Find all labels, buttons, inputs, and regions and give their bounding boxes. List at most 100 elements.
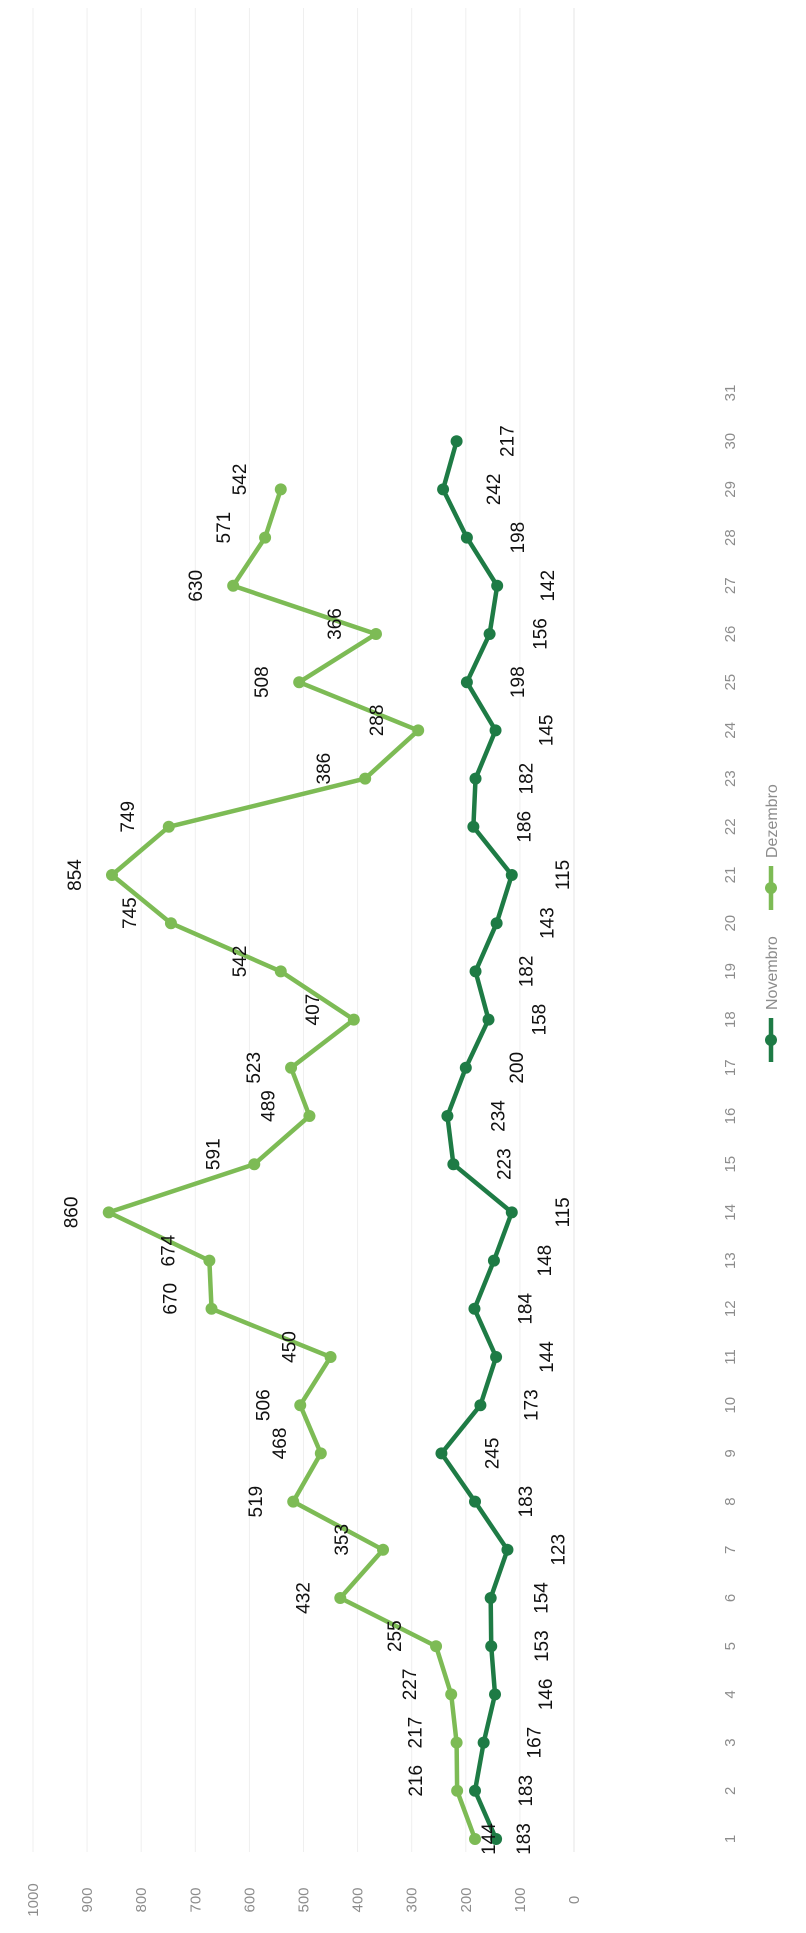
- data-label-dezembro: 674: [158, 1234, 179, 1266]
- data-point-dezembro: [203, 1254, 216, 1267]
- data-point-dezembro: [293, 676, 306, 689]
- data-point-novembro: [487, 1254, 500, 1267]
- data-label-novembro: 154: [532, 1582, 553, 1614]
- data-point-novembro: [482, 1013, 495, 1026]
- data-point-novembro: [490, 1351, 503, 1363]
- data-label-dezembro: 749: [118, 801, 139, 833]
- data-label-dezembro: 571: [214, 512, 235, 544]
- value-tick-label: 400: [350, 1887, 367, 1912]
- data-label-dezembro: 489: [258, 1090, 279, 1122]
- data-point-novembro: [485, 1640, 498, 1653]
- data-label-dezembro: 542: [230, 946, 251, 978]
- data-label-dezembro: 745: [120, 897, 141, 929]
- category-tick-label: 22: [722, 818, 739, 835]
- data-point-novembro: [469, 965, 482, 978]
- category-tick-label: 18: [722, 1011, 739, 1028]
- data-point-dezembro: [347, 1013, 360, 1026]
- value-tick-label: 600: [241, 1887, 258, 1912]
- category-tick-label: 4: [722, 1690, 739, 1698]
- series-line-novembro: [439, 438, 515, 1842]
- data-label-novembro: 198: [508, 522, 529, 554]
- data-point-novembro: [467, 820, 480, 833]
- category-tick-label: 28: [722, 529, 739, 546]
- data-point-novembro: [460, 531, 473, 544]
- data-point-novembro: [490, 917, 503, 930]
- data-label-dezembro: 432: [293, 1582, 314, 1614]
- data-point-novembro: [505, 1206, 518, 1219]
- data-label-dezembro: 183: [514, 1823, 535, 1855]
- data-point-novembro: [483, 628, 496, 640]
- data-point-dezembro: [294, 1399, 307, 1412]
- data-point-novembro: [489, 1688, 502, 1701]
- series-line-dezembro: [106, 487, 478, 1842]
- data-label-novembro: 245: [482, 1438, 503, 1470]
- data-point-dezembro: [450, 1736, 463, 1749]
- data-point-dezembro: [287, 1495, 300, 1508]
- data-point-dezembro: [303, 1110, 316, 1122]
- category-tick-label: 3: [722, 1738, 739, 1746]
- category-tick-label: 5: [722, 1642, 739, 1650]
- data-label-dezembro: 288: [367, 705, 388, 737]
- data-label-dezembro: 217: [406, 1717, 427, 1749]
- data-label-novembro: 182: [517, 956, 538, 988]
- category-axis-ticks: 1234567891011121314151617181920212223242…: [722, 385, 739, 1844]
- category-tick-label: 10: [722, 1397, 739, 1414]
- data-point-novembro: [441, 1110, 454, 1122]
- category-tick-label: 7: [722, 1546, 739, 1554]
- data-point-dezembro: [248, 1158, 261, 1171]
- data-label-novembro: 173: [521, 1389, 542, 1421]
- data-point-dezembro: [334, 1592, 347, 1604]
- data-point-novembro: [491, 579, 504, 592]
- data-label-novembro: 234: [488, 1100, 509, 1132]
- data-label-novembro: 217: [498, 425, 519, 457]
- data-label-dezembro: 854: [65, 859, 86, 891]
- data-label-novembro: 158: [530, 1004, 551, 1036]
- data-point-dezembro: [162, 820, 175, 833]
- data-label-dezembro: 450: [280, 1331, 301, 1363]
- data-label-novembro: 145: [537, 715, 558, 747]
- data-labels: 1441831671461531541231832451731441841481…: [62, 425, 574, 1855]
- legend: Novembro Dezembro: [764, 784, 781, 1062]
- category-tick-label: 15: [722, 1156, 739, 1173]
- data-point-dezembro: [274, 965, 287, 978]
- data-label-novembro: 123: [548, 1534, 569, 1566]
- data-point-dezembro: [359, 772, 372, 785]
- data-point-dezembro: [314, 1447, 327, 1460]
- data-point-novembro: [489, 724, 502, 737]
- data-label-novembro: 184: [515, 1293, 536, 1325]
- data-label-dezembro: 508: [252, 666, 273, 698]
- data-label-novembro: 142: [538, 570, 559, 602]
- category-tick-label: 21: [722, 867, 739, 884]
- data-label-dezembro: 670: [161, 1283, 182, 1315]
- data-point-novembro: [474, 1399, 487, 1412]
- data-label-novembro: 148: [535, 1245, 556, 1277]
- data-point-novembro: [501, 1543, 514, 1556]
- data-point-dezembro: [285, 1061, 298, 1074]
- data-label-novembro: 186: [514, 811, 535, 843]
- data-label-dezembro: 542: [230, 464, 251, 496]
- legend-marker-novembro: [765, 1034, 777, 1046]
- data-point-dezembro: [205, 1302, 218, 1315]
- category-tick-label: 11: [722, 1349, 739, 1365]
- value-tick-label: 200: [458, 1887, 475, 1912]
- data-label-novembro: 115: [553, 860, 574, 890]
- category-tick-label: 24: [722, 722, 739, 739]
- data-label-novembro: 143: [538, 907, 559, 939]
- data-label-dezembro: 468: [270, 1428, 291, 1460]
- data-label-dezembro: 591: [203, 1138, 224, 1170]
- data-point-dezembro: [227, 579, 240, 592]
- category-tick-label: 6: [722, 1594, 739, 1602]
- category-tick-label: 23: [722, 770, 739, 787]
- data-point-dezembro: [259, 531, 272, 544]
- data-point-novembro: [468, 1784, 481, 1797]
- data-label-dezembro: 216: [406, 1765, 427, 1797]
- category-tick-label: 16: [722, 1108, 739, 1125]
- data-point-novembro: [477, 1736, 490, 1749]
- data-point-novembro: [437, 483, 450, 496]
- gridlines: [32, 8, 575, 1852]
- data-label-novembro: 167: [525, 1727, 546, 1759]
- data-point-novembro: [468, 1302, 481, 1315]
- value-tick-label: 800: [133, 1887, 150, 1912]
- data-label-novembro: 183: [516, 1486, 537, 1518]
